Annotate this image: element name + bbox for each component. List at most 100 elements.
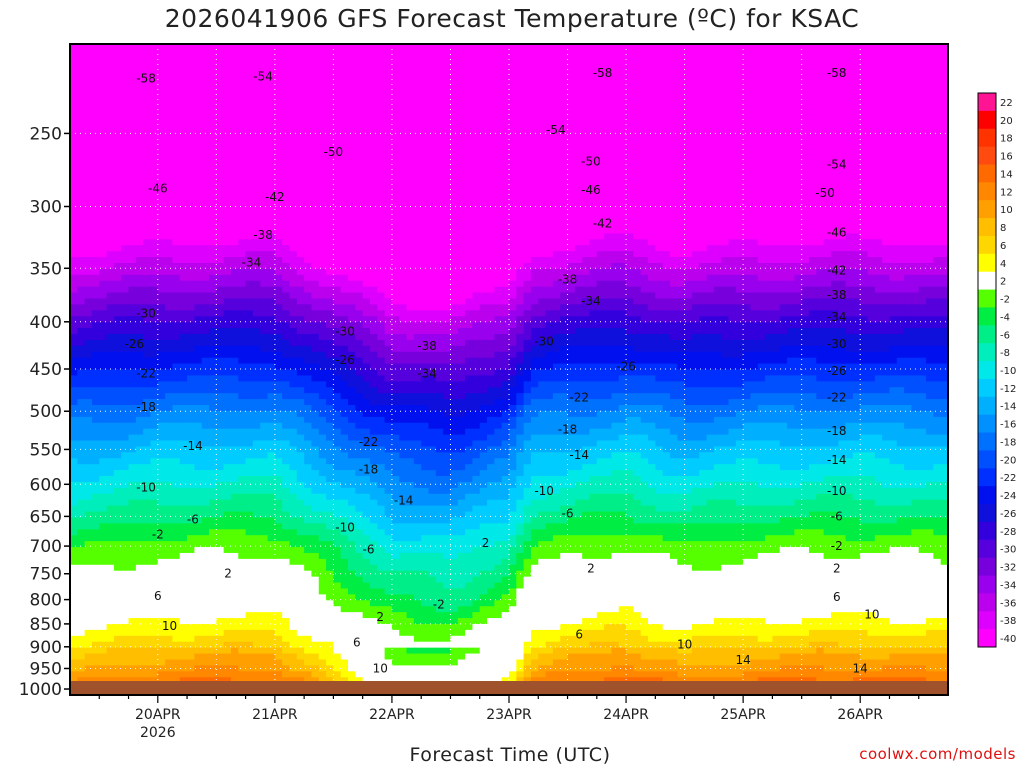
- field-cell: [187, 115, 195, 122]
- field-cell: [157, 262, 166, 270]
- field-cell: [852, 120, 861, 128]
- field-cell: [399, 103, 408, 110]
- field-cell: [743, 203, 752, 211]
- field-cell: [70, 103, 78, 110]
- field-cell: [362, 221, 371, 229]
- field-cell: [91, 97, 100, 104]
- field-cell: [509, 280, 517, 288]
- field-cell: [596, 126, 605, 134]
- field-cell: [896, 174, 905, 181]
- field-cell: [567, 44, 576, 51]
- field-cell: [845, 67, 854, 75]
- field-cell: [867, 67, 876, 75]
- field-cell: [596, 120, 605, 128]
- field-cell: [487, 138, 495, 146]
- field-cell: [267, 186, 276, 193]
- field-cell: [808, 180, 817, 187]
- field-cell: [604, 55, 613, 63]
- field-cell: [128, 49, 137, 57]
- field-cell: [369, 215, 378, 223]
- field-cell: [567, 215, 576, 223]
- field-cell: [289, 162, 298, 169]
- field-cell: [377, 197, 386, 205]
- field-cell: [516, 191, 525, 199]
- field-cell: [611, 120, 620, 128]
- field-cell: [735, 162, 744, 169]
- field-cell: [545, 132, 554, 140]
- field-cell: [655, 268, 664, 276]
- field-cell: [911, 150, 920, 158]
- field-cell: [640, 132, 649, 140]
- field-cell: [882, 132, 891, 140]
- field-cell: [926, 180, 934, 187]
- field-cell: [399, 227, 408, 234]
- field-cell: [509, 126, 517, 134]
- field-cell: [567, 191, 576, 199]
- field-cell: [626, 132, 634, 140]
- field-cell: [465, 209, 474, 217]
- field-cell: [113, 150, 122, 158]
- field-cell: [523, 138, 532, 146]
- field-cell: [179, 251, 188, 258]
- field-cell: [823, 174, 832, 181]
- field-cell: [230, 227, 239, 234]
- field-cell: [896, 79, 905, 87]
- field-cell: [926, 103, 934, 110]
- field-cell: [779, 126, 788, 134]
- field-cell: [70, 144, 78, 152]
- field-cell: [816, 262, 825, 270]
- field-cell: [721, 251, 730, 258]
- field-cell: [333, 126, 342, 134]
- field-cell: [267, 97, 276, 104]
- field-cell: [333, 227, 342, 234]
- field-cell: [70, 67, 78, 75]
- field-cell: [538, 67, 547, 75]
- field-cell: [348, 49, 356, 57]
- field-cell: [267, 280, 276, 288]
- field-cell: [779, 132, 788, 140]
- field-cell: [406, 103, 415, 110]
- field-cell: [633, 109, 642, 116]
- field-cell: [304, 221, 313, 229]
- field-cell: [750, 180, 759, 187]
- field-cell: [77, 126, 86, 134]
- field-cell: [860, 174, 869, 181]
- field-cell: [940, 156, 948, 163]
- field-cell: [157, 215, 166, 223]
- field-cell: [165, 44, 174, 51]
- field-cell: [457, 174, 466, 181]
- field-cell: [633, 156, 642, 163]
- field-cell: [311, 103, 320, 110]
- field-cell: [435, 280, 444, 288]
- field-cell: [735, 150, 744, 158]
- field-cell: [589, 191, 598, 199]
- field-cell: [326, 103, 334, 110]
- field-cell: [882, 144, 891, 152]
- field-cell: [816, 61, 825, 69]
- field-cell: [896, 168, 905, 175]
- field-cell: [135, 227, 144, 234]
- field-cell: [633, 168, 642, 175]
- field-cell: [333, 197, 342, 205]
- field-cell: [860, 186, 869, 193]
- field-cell: [567, 227, 576, 234]
- field-cell: [135, 138, 144, 146]
- field-cell: [567, 73, 576, 81]
- field-cell: [530, 126, 539, 134]
- field-cell: [699, 49, 708, 57]
- temperature-field: [70, 44, 948, 695]
- field-cell: [252, 97, 261, 104]
- field-cell: [523, 268, 532, 276]
- field-cell: [655, 49, 664, 57]
- field-cell: [757, 103, 766, 110]
- field-cell: [487, 132, 495, 140]
- field-cell: [457, 262, 466, 270]
- field-cell: [99, 73, 108, 81]
- field-cell: [538, 203, 547, 211]
- field-cell: [267, 180, 276, 187]
- field-cell: [157, 239, 166, 246]
- field-cell: [801, 197, 810, 205]
- field-cell: [669, 144, 678, 152]
- field-cell: [772, 174, 781, 181]
- field-cell: [516, 221, 525, 229]
